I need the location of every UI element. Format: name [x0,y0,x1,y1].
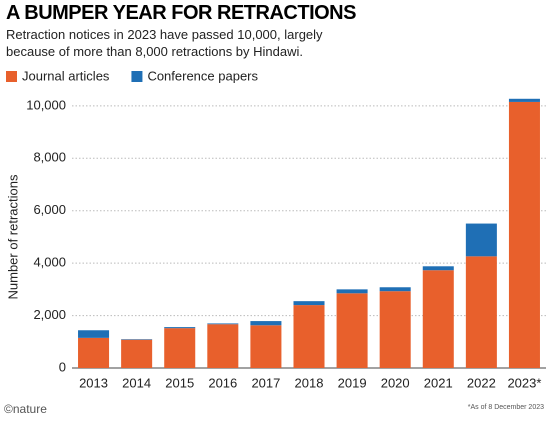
y-axis-label: Number of retractions [5,174,20,299]
bar-segment [164,327,196,329]
y-tick-label: 10,000 [26,97,66,112]
bar-segment [164,328,196,368]
bar-segment [508,98,540,102]
chart-title: A BUMPER YEAR FOR RETRACTIONS [6,2,356,24]
x-tick-label: 2014 [122,375,151,390]
bar-segment [336,289,368,294]
x-tick-label: 2016 [208,375,237,390]
x-tick-label: 2023* [507,375,541,390]
bar-segment [293,305,325,368]
bar-segment [336,293,368,368]
bar-segment [121,339,153,340]
bar-segment [293,301,325,306]
bar-segment [465,223,497,257]
bar-segment [465,256,497,368]
bar-segment [379,287,411,292]
y-tick-label: 4,000 [33,255,66,270]
footnote: *As of 8 December 2023 [468,404,544,411]
y-tick-label: 6,000 [33,202,66,217]
legend-label: Journal articles [22,68,110,83]
y-tick-label: 0 [59,359,66,374]
y-tick-label: 8,000 [33,150,66,165]
y-tick-label: 2,000 [33,307,66,322]
bar-segment [207,324,239,368]
x-tick-label: 2013 [79,375,108,390]
x-tick-label: 2017 [251,375,280,390]
bar-segment [78,330,110,338]
bar-segment [508,101,540,368]
x-tick-label: 2018 [295,375,324,390]
legend-swatch [6,71,17,82]
x-tick-label: 2019 [338,375,367,390]
x-tick-label: 2021 [424,375,453,390]
bar-segment [250,325,282,368]
source: ©nature [4,402,47,416]
legend-label: Conference papers [147,68,258,83]
legend-swatch [131,71,143,82]
bar-segment [121,339,153,368]
chart-subtitle: Retraction notices in 2023 have passed 1… [6,27,323,59]
bar-segment [207,323,239,325]
bar-segment [250,321,282,326]
bar-segment [422,266,454,271]
bar-segment [379,291,411,368]
x-tick-label: 2015 [165,375,194,390]
bar-segment [78,337,110,368]
x-tick-label: 2020 [381,375,410,390]
x-tick-label: 2022 [467,375,496,390]
bar-segment [422,270,454,368]
